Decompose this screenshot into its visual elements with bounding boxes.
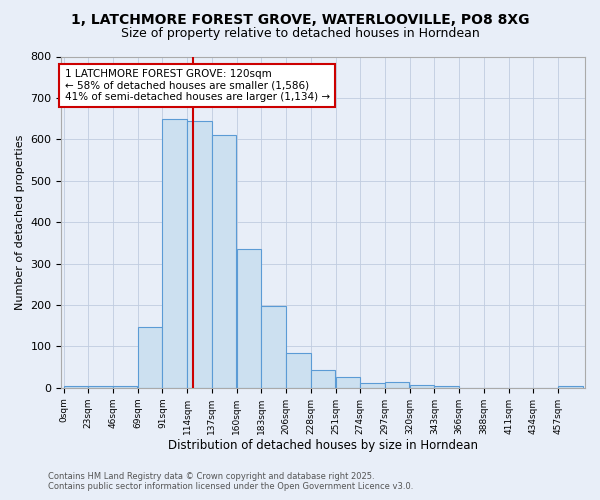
Bar bbox=[187, 120, 212, 388]
Bar bbox=[311, 370, 335, 388]
Text: Contains HM Land Registry data © Crown copyright and database right 2025.
Contai: Contains HM Land Registry data © Crown c… bbox=[48, 472, 413, 491]
Bar bbox=[163, 118, 187, 388]
Y-axis label: Number of detached properties: Number of detached properties bbox=[15, 134, 25, 310]
Text: 1 LATCHMORE FOREST GROVE: 120sqm
← 58% of detached houses are smaller (1,586)
41: 1 LATCHMORE FOREST GROVE: 120sqm ← 58% o… bbox=[65, 69, 330, 102]
X-axis label: Distribution of detached houses by size in Horndean: Distribution of detached houses by size … bbox=[168, 440, 478, 452]
Bar bbox=[138, 326, 162, 388]
Bar bbox=[113, 386, 137, 388]
Bar bbox=[434, 386, 459, 388]
Bar bbox=[360, 383, 385, 388]
Bar bbox=[64, 386, 88, 388]
Bar bbox=[286, 352, 311, 388]
Bar bbox=[212, 135, 236, 388]
Bar bbox=[385, 382, 409, 388]
Bar bbox=[335, 376, 360, 388]
Bar bbox=[88, 386, 113, 388]
Bar bbox=[558, 386, 583, 388]
Text: 1, LATCHMORE FOREST GROVE, WATERLOOVILLE, PO8 8XG: 1, LATCHMORE FOREST GROVE, WATERLOOVILLE… bbox=[71, 12, 529, 26]
Text: Size of property relative to detached houses in Horndean: Size of property relative to detached ho… bbox=[121, 28, 479, 40]
Bar bbox=[262, 306, 286, 388]
Bar bbox=[410, 384, 434, 388]
Bar bbox=[236, 249, 261, 388]
